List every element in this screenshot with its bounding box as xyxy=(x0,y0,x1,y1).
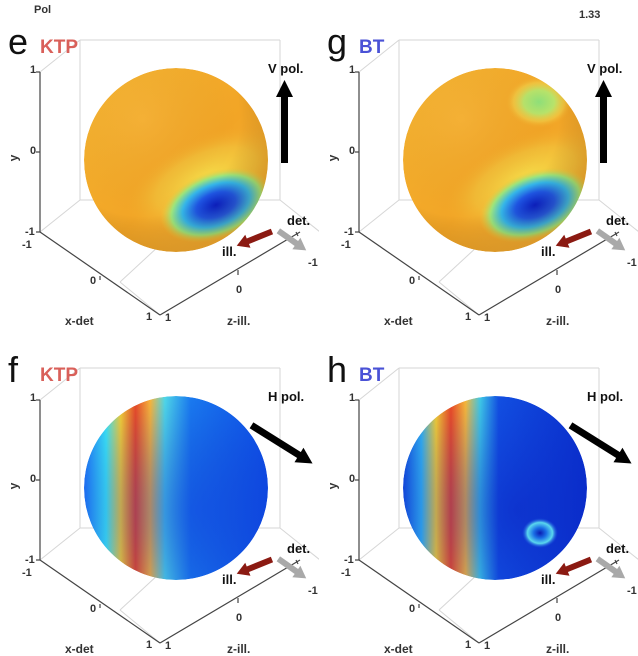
panel-letter: e xyxy=(8,24,28,60)
panel-e: e KTP 1 0 -1 -1 0 1 1 0 -1 y x-det z-ill. V pol. det. il… xyxy=(0,0,319,328)
detection-arrow xyxy=(593,225,629,256)
material-label: KTP xyxy=(40,38,78,57)
x-axis-label: x-det xyxy=(65,643,94,655)
panel-letter: f xyxy=(8,352,18,388)
x-tick-right: 1 xyxy=(146,640,152,651)
x-tick-mid: 0 xyxy=(90,276,96,287)
y-tick-bot: -1 xyxy=(344,227,354,238)
y-tick-mid: 0 xyxy=(30,146,36,157)
illumination-label: ill. xyxy=(541,245,555,258)
z-axis-label: z-ill. xyxy=(227,643,250,655)
material-label: BT xyxy=(359,38,384,57)
polarization-arrow xyxy=(276,80,293,163)
y-tick-mid: 0 xyxy=(349,474,355,485)
x-tick-right: 1 xyxy=(465,312,471,323)
z-tick-left: 1 xyxy=(165,313,171,324)
detection-arrow xyxy=(593,553,629,584)
z-axis-label: z-ill. xyxy=(227,315,250,327)
y-axis-label: y xyxy=(7,483,19,490)
sphere xyxy=(84,68,306,258)
y-tick-bot: -1 xyxy=(344,555,354,566)
y-tick-bot: -1 xyxy=(25,555,35,566)
z-tick-left: 1 xyxy=(165,641,171,652)
polarization-label: V pol. xyxy=(587,62,622,75)
detection-label: det. xyxy=(287,214,310,227)
x-axis-label: x-det xyxy=(384,315,413,327)
z-tick-mid: 0 xyxy=(555,285,561,296)
illumination-arrow xyxy=(553,225,593,252)
x-axis-label: x-det xyxy=(65,315,94,327)
z-axis-label: z-ill. xyxy=(546,315,569,327)
panel-g: g BT 1 0 -1 -1 0 1 1 0 -1 y x-det z-ill. V pol. det. ill… xyxy=(319,0,638,328)
illumination-label: ill. xyxy=(222,573,236,586)
z-tick-right: -1 xyxy=(308,586,318,597)
z-tick-left: 1 xyxy=(484,313,490,324)
y-tick-mid: 0 xyxy=(30,474,36,485)
illumination-arrow xyxy=(553,553,593,580)
panel-letter: g xyxy=(327,24,347,60)
x-tick-mid: 0 xyxy=(90,604,96,615)
detection-label: det. xyxy=(606,214,629,227)
x-tick-mid: 0 xyxy=(409,604,415,615)
sphere xyxy=(403,396,587,580)
x-tick-left: -1 xyxy=(341,568,351,579)
y-tick-mid: 0 xyxy=(349,146,355,157)
x-axis-label: x-det xyxy=(384,643,413,655)
detection-label: det. xyxy=(287,542,310,555)
y-tick-bot: -1 xyxy=(25,227,35,238)
panel-f: f KTP 1 0 -1 -1 0 1 1 0 -1 y x-det z-ill. H pol. det. il… xyxy=(0,328,319,656)
detection-arrow xyxy=(274,225,310,256)
material-label: BT xyxy=(359,366,384,385)
y-tick-top: 1 xyxy=(30,65,36,76)
illumination-label: ill. xyxy=(222,245,236,258)
polarization-label: H pol. xyxy=(587,390,623,403)
y-tick-top: 1 xyxy=(30,393,36,404)
y-axis-label: y xyxy=(326,483,338,490)
x-tick-left: -1 xyxy=(22,240,32,251)
y-tick-top: 1 xyxy=(349,393,355,404)
z-tick-mid: 0 xyxy=(236,613,242,624)
z-tick-right: -1 xyxy=(627,258,637,269)
y-tick-top: 1 xyxy=(349,65,355,76)
y-axis-label: y xyxy=(326,155,338,162)
polarization-label: V pol. xyxy=(268,62,303,75)
x-tick-right: 1 xyxy=(465,640,471,651)
sphere xyxy=(403,68,625,258)
z-tick-right: -1 xyxy=(308,258,318,269)
x-tick-left: -1 xyxy=(341,240,351,251)
z-tick-mid: 0 xyxy=(236,285,242,296)
x-tick-right: 1 xyxy=(146,312,152,323)
sphere xyxy=(84,396,268,580)
polarization-arrow xyxy=(595,80,612,163)
polarization-label: H pol. xyxy=(268,390,304,403)
material-label: KTP xyxy=(40,366,78,385)
panel-letter: h xyxy=(327,352,347,388)
z-tick-left: 1 xyxy=(484,641,490,652)
illumination-arrow xyxy=(234,553,274,580)
panel-h: h BT 1 0 -1 -1 0 1 1 0 -1 y x-det z-ill. H pol. det. ill… xyxy=(319,328,638,656)
z-tick-right: -1 xyxy=(627,586,637,597)
illumination-arrow xyxy=(234,225,274,252)
x-tick-left: -1 xyxy=(22,568,32,579)
x-tick-mid: 0 xyxy=(409,276,415,287)
y-axis-label: y xyxy=(7,155,19,162)
detection-arrow xyxy=(274,553,310,584)
z-axis-label: z-ill. xyxy=(546,643,569,655)
illumination-label: ill. xyxy=(541,573,555,586)
z-tick-mid: 0 xyxy=(555,613,561,624)
detection-label: det. xyxy=(606,542,629,555)
